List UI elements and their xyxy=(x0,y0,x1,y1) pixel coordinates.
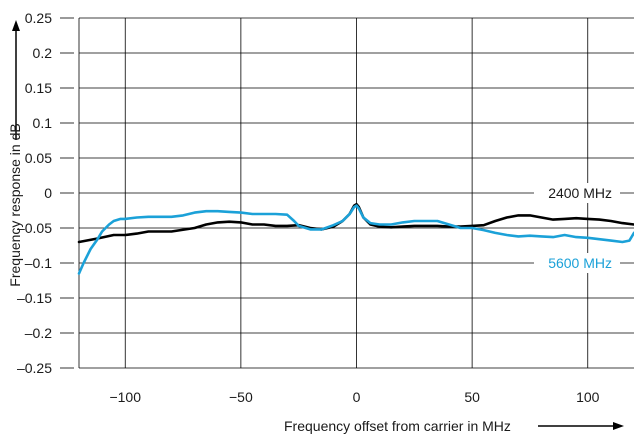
y-tick-label: 0.1 xyxy=(33,115,53,131)
x-tick-label: 100 xyxy=(576,389,600,405)
series-lines xyxy=(77,202,634,275)
y-axis-arrowhead-icon xyxy=(12,20,20,31)
y-axis-title-group: Frequency response in dB xyxy=(7,20,23,287)
series-label-2400-mhz: 2400 MHz xyxy=(548,185,612,201)
series-label-5600-mhz-bg xyxy=(534,253,620,273)
y-tick-label: –0.2 xyxy=(25,325,52,341)
y-tick-label: –0.15 xyxy=(17,290,52,306)
y-tick-label: 0.15 xyxy=(25,80,52,96)
series-line-5600-mhz xyxy=(77,204,634,275)
x-axis-title: Frequency offset from carrier in MHz xyxy=(284,418,511,434)
y-tick-label: –0.25 xyxy=(17,360,52,376)
y-tick-label: –0.1 xyxy=(25,255,52,271)
x-axis-title-group: Frequency offset from carrier in MHz xyxy=(284,418,624,434)
grid xyxy=(60,17,634,369)
series-labels: 2400 MHz 5600 MHz xyxy=(534,183,620,273)
y-tick-label: 0 xyxy=(44,185,52,201)
y-axis-title: Frequency response in dB xyxy=(7,123,23,286)
x-tick-label: 0 xyxy=(353,389,361,405)
y-tick-label: 0.2 xyxy=(33,45,53,61)
x-tick-label: 50 xyxy=(464,389,480,405)
x-tick-label: −50 xyxy=(229,389,253,405)
y-tick-label: –0.05 xyxy=(17,220,52,236)
series-label-2400-mhz-bg xyxy=(534,183,620,203)
series-label-5600-mhz: 5600 MHz xyxy=(548,255,612,271)
tick-labels: 0.25 0.2 0.15 0.1 0.05 0 –0.05 –0.1 –0.15 –0.2 –0.… xyxy=(17,10,600,405)
x-axis-arrowhead-icon xyxy=(613,422,624,430)
x-tick-label: −100 xyxy=(109,389,141,405)
y-tick-label: 0.05 xyxy=(25,150,52,166)
y-tick-label: 0.25 xyxy=(25,10,52,26)
